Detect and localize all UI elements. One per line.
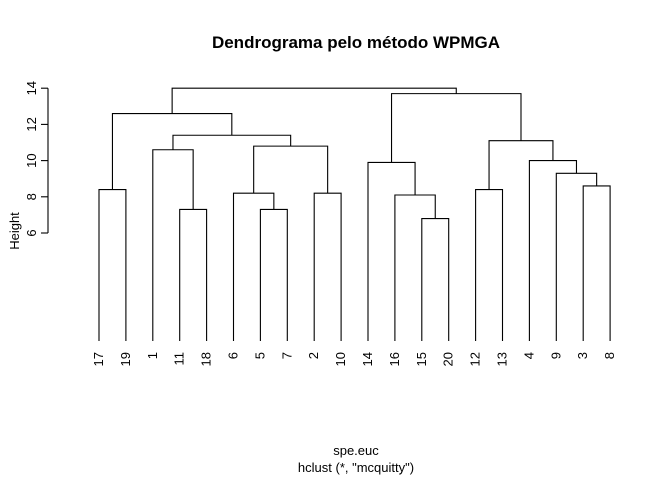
leaf-labels: 17 19 1 11 18 6 5 7 2 10 14 16 15 20 12 13 4 9 3 8 [91, 352, 617, 366]
x-axis-label: spe.euc [333, 443, 379, 458]
branch-6__5-7 [232, 192, 275, 341]
branch-11__18 [179, 208, 208, 341]
branch-16__15-20 [394, 194, 436, 341]
y-tick-label-10: 10 [24, 153, 39, 167]
leaf-label-12: 12 [468, 352, 483, 366]
y-tick-label-6: 6 [24, 229, 39, 236]
leaf-label-2: 2 [306, 352, 321, 359]
leaf-label-3: 3 [575, 352, 590, 359]
leaf-label-16: 16 [387, 352, 402, 366]
y-axis-label: Height [7, 212, 22, 250]
leaf-label-10: 10 [333, 352, 348, 366]
branch-1__11-18 [152, 149, 194, 341]
y-tick-label-12: 12 [24, 117, 39, 131]
leaf-label-8: 8 [602, 352, 617, 359]
branch-4__9-3-8 [528, 160, 578, 341]
branch-15__20 [421, 217, 450, 341]
leaf-label-5: 5 [252, 352, 267, 359]
subtitle: hclust (*, "mcquitty") [298, 460, 414, 475]
branch-14__16-15-20 [367, 161, 416, 341]
leaf-label-11: 11 [172, 352, 187, 366]
leaf-label-4: 4 [521, 352, 536, 359]
leaf-label-1: 1 [145, 352, 160, 359]
leaf-label-20: 20 [441, 352, 456, 366]
leaf-label-15: 15 [414, 352, 429, 366]
branch-6-5-7__2-10 [253, 145, 329, 194]
y-axis: 6 8 10 12 14 [24, 81, 49, 237]
leaf-label-17: 17 [91, 352, 106, 366]
leaf-label-18: 18 [199, 352, 214, 366]
chart-title: Dendrograma pelo método WPMGA [212, 33, 500, 52]
branch-12__13 [475, 189, 504, 341]
leaf-label-6: 6 [226, 352, 241, 359]
branch-17-19-1-11-18-6-5-7-2-10__14-16-15-20-12-13-4-9-3-8 [171, 87, 457, 114]
branch-1-11-18__6-5-7-2-10 [172, 134, 292, 150]
leaf-label-7: 7 [279, 352, 294, 359]
branch-14-16-15-20__12-13-4-9-3-8 [390, 93, 522, 163]
branch-12-13__4-9-3-8 [488, 140, 554, 190]
leaf-label-19: 19 [118, 352, 133, 366]
leaf-label-14: 14 [360, 352, 375, 366]
branch-5__7 [259, 208, 288, 341]
y-tick-label-14: 14 [24, 81, 39, 95]
leaf-label-9: 9 [548, 352, 563, 359]
branch-17-19__1-11-18-6-5-7-2-10 [111, 112, 233, 190]
branch-17__19 [98, 189, 127, 341]
branch-9__3-8 [555, 172, 598, 341]
dendrogram-branches [98, 87, 611, 341]
leaf-label-13: 13 [495, 352, 510, 366]
y-tick-label-8: 8 [24, 193, 39, 200]
branch-3__8 [582, 185, 611, 341]
branch-2__10 [313, 192, 342, 341]
